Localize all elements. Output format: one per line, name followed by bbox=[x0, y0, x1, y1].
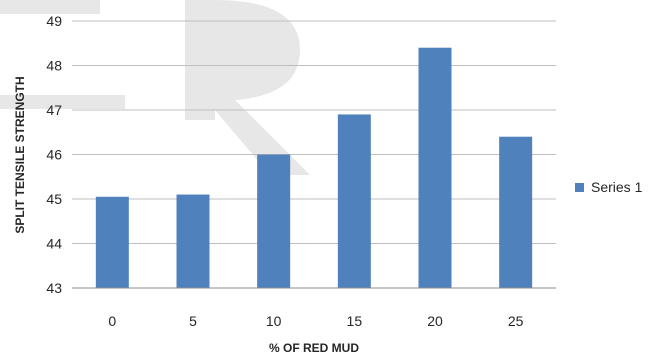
y-tick-label: 46 bbox=[46, 147, 62, 163]
gridlines bbox=[72, 20, 556, 289]
x-tick-labels: 0 5 10 15 20 25 bbox=[108, 313, 523, 329]
bar-15 bbox=[337, 114, 371, 288]
x-tick-label: 0 bbox=[108, 313, 116, 329]
bar-0 bbox=[95, 196, 129, 288]
y-tick-label: 45 bbox=[46, 191, 62, 207]
y-tick-label: 48 bbox=[46, 58, 62, 74]
x-tick-label: 20 bbox=[427, 313, 443, 329]
x-tick-label: 10 bbox=[266, 313, 282, 329]
bar-20 bbox=[418, 47, 452, 289]
bar-10 bbox=[257, 154, 291, 288]
x-axis-title: % OF RED MUD bbox=[269, 341, 359, 354]
y-tick-label: 44 bbox=[46, 236, 62, 252]
legend-swatch-series-1 bbox=[575, 183, 584, 192]
bars bbox=[95, 47, 533, 289]
bar-5 bbox=[176, 194, 210, 288]
y-tick-label: 49 bbox=[46, 13, 62, 29]
x-tick-label: 15 bbox=[347, 313, 363, 329]
legend: Series 1 bbox=[575, 179, 643, 195]
x-tick-label: 5 bbox=[189, 313, 197, 329]
y-tick-label: 47 bbox=[46, 102, 62, 118]
y-axis-title: SPLIT TENSILE STRENGTH bbox=[13, 76, 27, 233]
y-tick-labels: 43 44 45 46 47 48 49 bbox=[46, 13, 62, 296]
legend-label-series-1: Series 1 bbox=[591, 179, 643, 195]
bar-25 bbox=[499, 136, 533, 288]
y-tick-label: 43 bbox=[46, 280, 62, 296]
x-tick-label: 25 bbox=[508, 313, 524, 329]
